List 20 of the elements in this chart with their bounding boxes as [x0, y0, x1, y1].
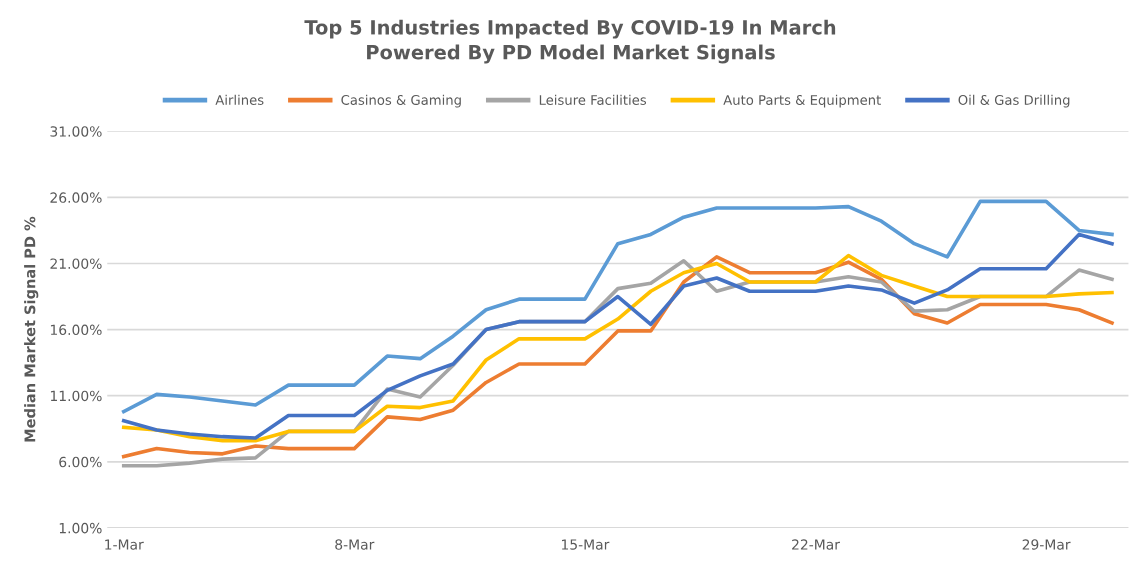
- legend-label: Casinos & Gaming: [341, 94, 461, 108]
- y-tick-label: 16.00%: [50, 324, 102, 336]
- y-tick-label: 26.00%: [50, 192, 102, 203]
- x-tick-label: 1-Mar: [105, 539, 144, 550]
- y-axis-title: Median Market Signal PD %: [24, 216, 39, 442]
- x-tick-label: 8-Mar: [335, 539, 375, 550]
- x-tick-label: 22-Mar: [792, 539, 840, 550]
- line-series: [121, 199, 1114, 414]
- y-tick-label: 6.00%: [59, 456, 102, 468]
- x-tick-label: 15-Mar: [561, 539, 610, 550]
- legend-label: Leisure Facilities: [539, 94, 647, 105]
- y-tick-label: 1.00%: [59, 522, 102, 534]
- chart-title: Top 5 Industries Impacted By COVID-19 In March Powered By PD Model Market Signals: [304, 19, 836, 64]
- y-tick-label: 31.00%: [50, 126, 102, 137]
- legend-label: Oil & Gas Drilling: [958, 94, 1070, 108]
- y-tick-label: 11.00%: [50, 390, 102, 402]
- x-tick-label: 29-Mar: [1022, 539, 1071, 550]
- legend-label: Airlines: [215, 94, 264, 105]
- y-tick-label: 21.00%: [50, 258, 102, 269]
- legend-label: Auto Parts & Equipment: [723, 94, 881, 108]
